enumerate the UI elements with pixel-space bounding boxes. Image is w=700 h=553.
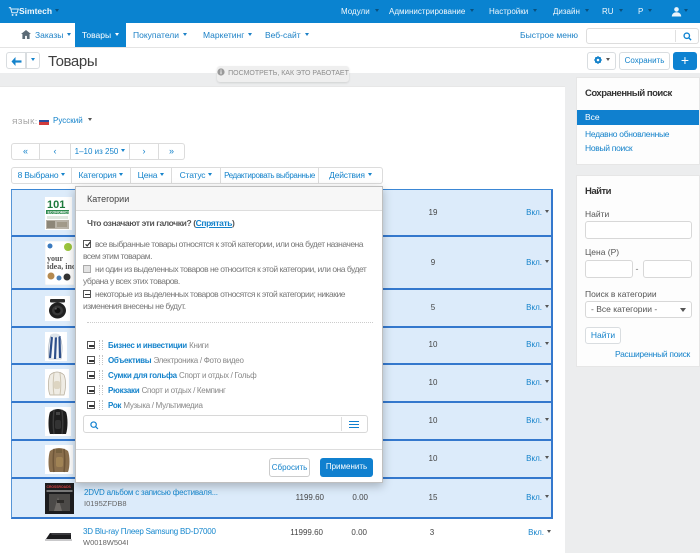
svg-text:101: 101 [47, 199, 65, 211]
svg-text:ECONOMICS: ECONOMICS [48, 211, 71, 215]
svg-text:your: your [47, 254, 63, 263]
svg-text:idea, inc.: idea, inc. [47, 262, 74, 271]
svg-text:CROSSROADS: CROSSROADS [47, 485, 72, 489]
